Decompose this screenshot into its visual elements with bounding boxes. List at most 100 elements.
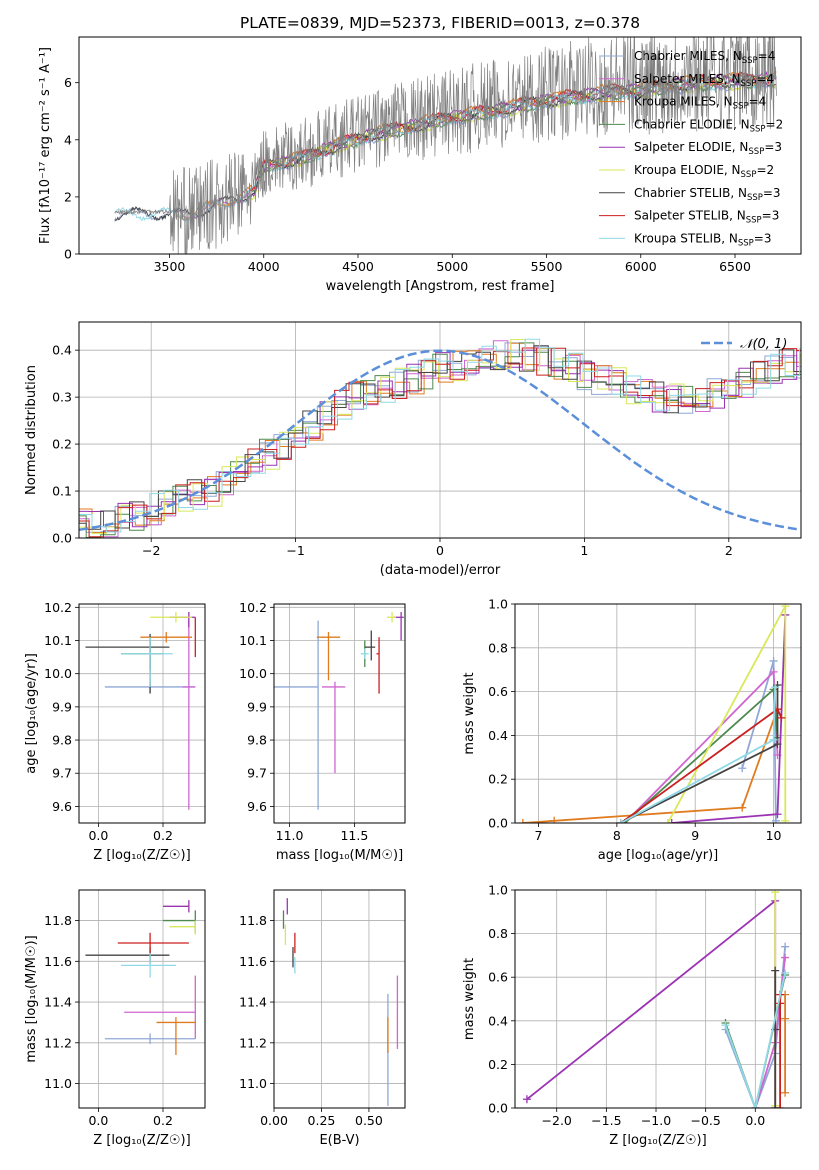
x-tick-label: −2.0 [542, 1113, 572, 1128]
legend-label: Salpeter STELIB, NSSP=3 [634, 209, 779, 226]
plot-area [114, 37, 777, 254]
y-tick-label: 0.4 [488, 1013, 508, 1028]
normal-distribution-curve [79, 349, 801, 532]
x-tick-label: −2 [142, 543, 160, 558]
y-tick-label: 9.7 [247, 766, 267, 781]
mass-weight-marker [771, 966, 780, 975]
y-tick-label: 0.2 [488, 1057, 508, 1072]
y-tick-label: 10.2 [239, 600, 267, 615]
y-tick-label: 1.0 [488, 597, 508, 612]
panel-spectrum: 3500 4000 4500 5000 5500 6000 6500 0 2 4 6 waveleng… [38, 36, 802, 294]
plot-area [85, 900, 196, 1056]
x-axis-label: wavelength [Angstrom, rest frame] [326, 279, 555, 294]
legend-label: 𝒩(0, 1) [740, 337, 787, 352]
legend-label: Salpeter MILES, NSSP=4 [634, 72, 774, 89]
x-tick-label: 2 [725, 543, 733, 558]
y-tick-label: 10.0 [44, 666, 72, 681]
axes-frame [273, 889, 406, 1109]
y-tick-label: 11.4 [239, 995, 267, 1010]
y-tick-label: 0.2 [52, 437, 72, 452]
panel-residuals: −2 −1 0 1 2 0.0 0.1 0.2 0.3 0.4 (data-model)/error… [24, 321, 802, 578]
x-tick-label: −1 [286, 543, 304, 558]
mass-weight-marker [773, 810, 782, 819]
y-tick-label: 0.2 [488, 772, 508, 787]
x-tick-label: 6000 [625, 259, 657, 274]
x-axis-label: E(B-V) [319, 1133, 359, 1148]
y-tick-label: 9.6 [247, 799, 267, 814]
plot-area [85, 612, 196, 810]
x-tick-label: 0.0 [88, 1113, 108, 1128]
y-tick-label: 9.8 [52, 733, 72, 748]
legend-label: Salpeter ELODIE, NSSP=3 [634, 140, 782, 157]
y-tick-label: 10.1 [239, 633, 267, 648]
y-tick-label: 9.8 [247, 733, 267, 748]
axes-frame [514, 603, 802, 824]
x-tick-label: 11.5 [340, 828, 368, 843]
y-tick-label: 0.8 [488, 640, 508, 655]
plot-area [274, 612, 404, 810]
y-tick-label: 0.3 [52, 390, 72, 405]
y-tick-label: 1.0 [488, 883, 508, 898]
mass-weight-marker [721, 1021, 730, 1030]
mass-weight-marker [781, 953, 790, 962]
residual-histogram [79, 345, 801, 530]
legend-label: Kroupa ELODIE, NSSP=2 [634, 163, 774, 180]
legend-label: Chabrier ELODIE, NSSP=2 [634, 117, 783, 134]
residual-histogram [79, 342, 801, 538]
mass-weight-line [724, 972, 786, 1108]
axes-frame [78, 36, 802, 255]
x-tick-label: 1 [580, 543, 588, 558]
plot-area [518, 604, 790, 823]
x-tick-label: −0.5 [690, 1113, 720, 1128]
y-axis-label: mass weight [462, 672, 477, 754]
x-tick-label: 4500 [342, 259, 374, 274]
mass-weight-line [624, 669, 779, 823]
y-tick-label: 11.2 [44, 1035, 72, 1050]
mass-weight-marker [771, 816, 780, 823]
legend-label: Chabrier STELIB, NSSP=3 [634, 186, 781, 203]
x-tick-label: 0.50 [355, 1113, 383, 1128]
mass-weight-marker [522, 1095, 531, 1104]
mass-weight-marker [616, 819, 625, 823]
y-axis-label: Flux [fλ10⁻¹⁷ erg cm⁻² s⁻¹ A⁻¹] [38, 47, 53, 244]
y-tick-label: 2 [64, 189, 72, 204]
y-tick-label: 0.4 [488, 728, 508, 743]
plot-area [522, 890, 790, 1108]
y-tick-label: 9.9 [247, 699, 267, 714]
mass-weight-marker [773, 740, 782, 749]
mass-weight-line [671, 614, 787, 823]
x-tick-label: 0.0 [745, 1113, 765, 1128]
residual-histogram [79, 347, 801, 538]
y-tick-label: 0.6 [488, 970, 508, 985]
mass-weight-marker [751, 1104, 760, 1108]
plot-area [282, 898, 399, 1106]
x-tick-label: 4000 [248, 259, 280, 274]
y-tick-label: 10.1 [44, 633, 72, 648]
mass-weight-marker [777, 713, 786, 722]
x-axis-label: (data-model)/error [380, 563, 501, 578]
mass-weight-marker [518, 819, 527, 823]
mass-weight-line [522, 708, 779, 823]
y-tick-label: 0.8 [488, 926, 508, 941]
y-tick-label: 0.0 [488, 816, 508, 831]
x-axis-label: Z [log₁₀(Z/Z☉)] [93, 848, 190, 863]
x-tick-label: 0 [436, 543, 444, 558]
mass-weight-marker [771, 683, 780, 692]
mass-weight-marker [781, 816, 790, 823]
mass-weight-marker [781, 942, 790, 951]
residual-histogram [79, 340, 801, 538]
residual-histogram [79, 342, 801, 533]
y-tick-label: 0 [64, 247, 72, 262]
y-tick-label: 11.0 [44, 1076, 72, 1091]
mass-weight-marker [781, 1014, 790, 1023]
x-tick-label: 5000 [436, 259, 468, 274]
panel-age_vs_mass: 11.0 11.5 9.6 9.7 9.8 9.9 10.0 10.1 10.2 mass [lo… [239, 600, 406, 863]
mass-weight-marker [781, 604, 790, 611]
x-tick-label: 9 [691, 828, 699, 843]
mass-weight-marker [769, 735, 778, 744]
y-tick-label: 9.7 [52, 766, 72, 781]
x-tick-label: 0.0 [88, 828, 108, 843]
mass-weight-marker [769, 656, 778, 665]
mass-weight-marker [781, 968, 790, 977]
